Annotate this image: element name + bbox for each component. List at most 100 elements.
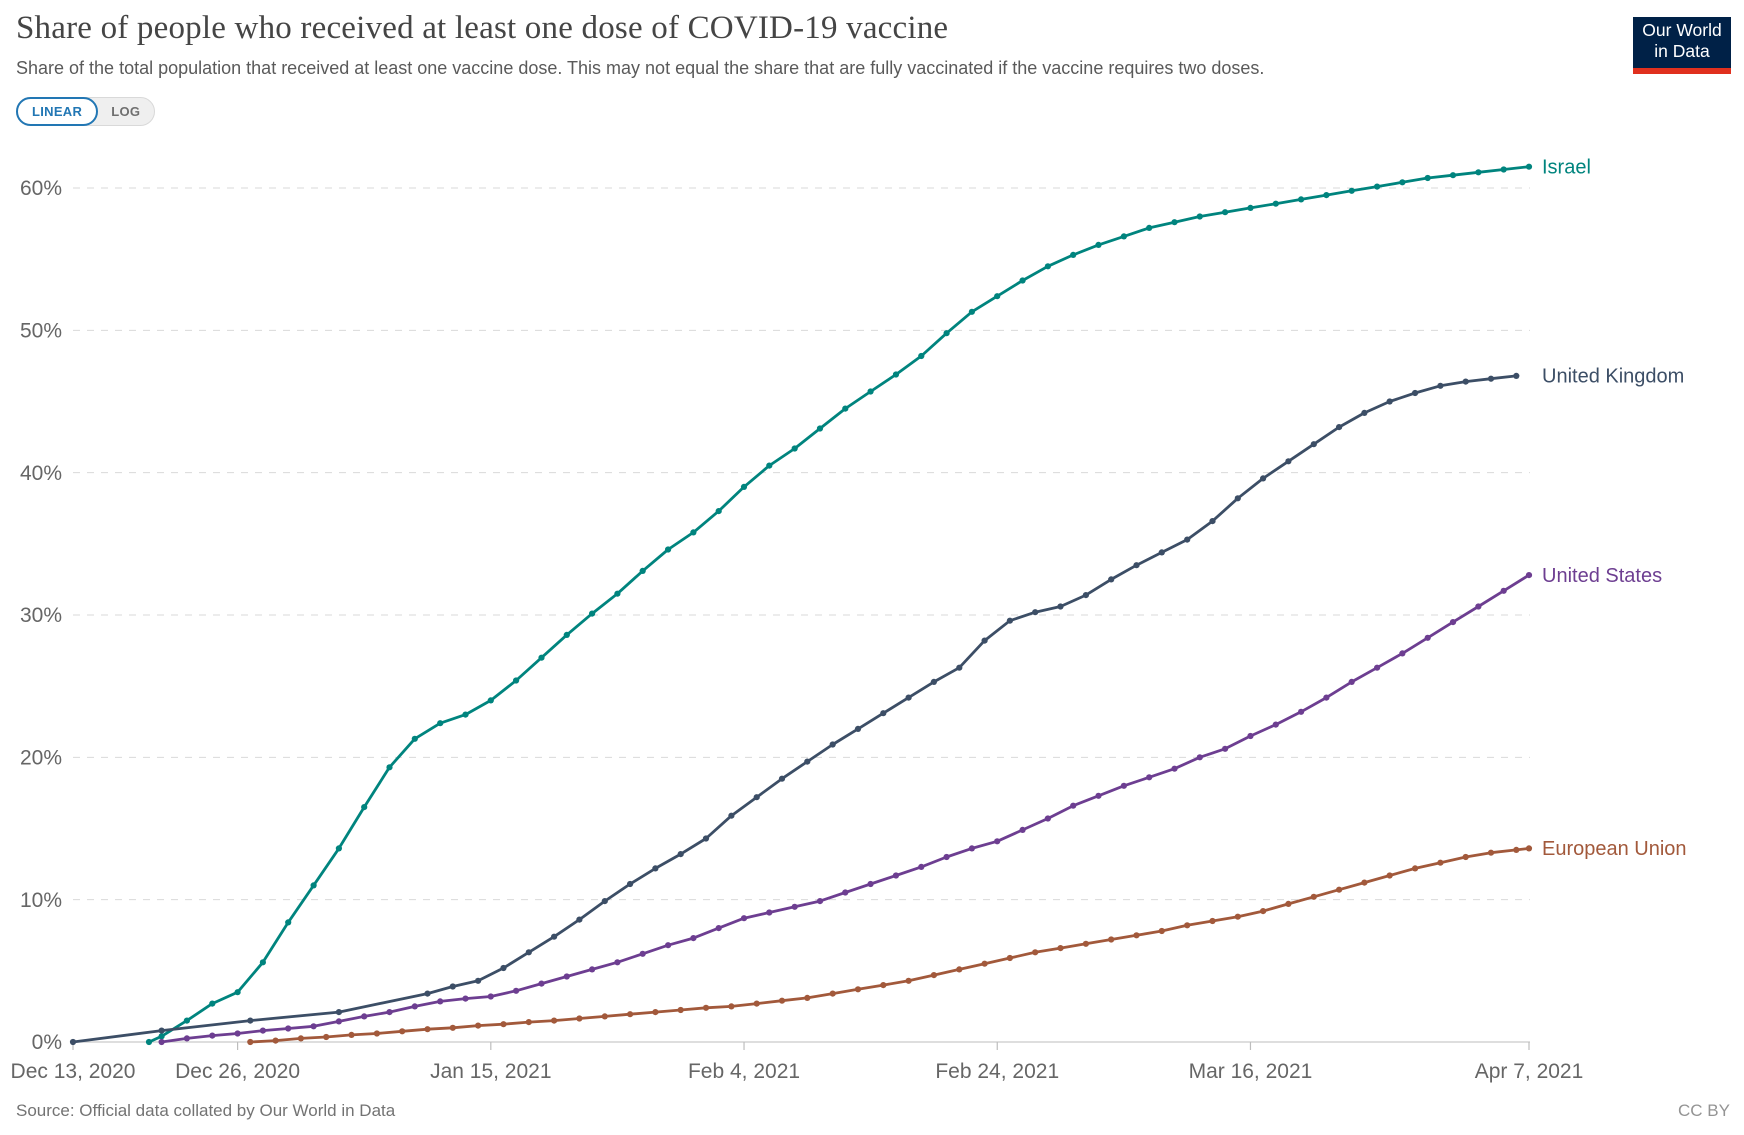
data-point-united-states — [259, 1027, 266, 1034]
data-point-european-union — [424, 1026, 431, 1033]
series-label-israel: Israel — [1542, 156, 1591, 178]
data-point-israel — [1500, 166, 1507, 173]
data-point-united-states — [791, 903, 798, 910]
data-point-united-states — [1120, 782, 1127, 789]
series-line-united-kingdom — [71, 374, 1518, 1044]
data-point-israel — [158, 1033, 165, 1040]
data-point-united-kingdom — [1310, 441, 1317, 448]
data-point-israel — [1196, 213, 1203, 220]
data-point-united-states — [1095, 792, 1102, 799]
data-point-european-union — [1209, 917, 1216, 925]
data-point-united-kingdom — [956, 664, 963, 671]
source-note: Source: Official data collated by Our Wo… — [16, 1101, 396, 1120]
data-point-israel — [183, 1017, 190, 1024]
series-label-united-states: United States — [1542, 565, 1662, 587]
data-point-israel — [1348, 187, 1355, 194]
data-point-united-kingdom — [854, 725, 862, 733]
y-axis-label: 20% — [20, 746, 62, 769]
data-point-united-states — [563, 973, 570, 980]
data-point-united-states — [209, 1032, 216, 1039]
x-axis-label: Feb 24, 2021 — [935, 1060, 1059, 1083]
data-point-united-states — [1449, 619, 1457, 626]
data-point-european-union — [1260, 908, 1267, 915]
data-point-european-union — [500, 1021, 507, 1028]
data-point-united-kingdom — [424, 990, 431, 997]
data-point-united-states — [1247, 732, 1254, 740]
data-point-israel — [513, 677, 520, 684]
owid-logo-line1: Our World — [1642, 20, 1722, 40]
license-link[interactable]: CC BY — [1678, 1101, 1730, 1120]
log-scale-button[interactable]: LOG — [97, 98, 154, 125]
linear-scale-button[interactable]: LINEAR — [16, 97, 99, 126]
data-point-united-states — [892, 872, 900, 879]
data-point-israel — [234, 989, 241, 996]
data-point-united-states — [487, 993, 494, 1000]
data-point-european-union — [905, 977, 912, 984]
data-point-united-states — [639, 950, 646, 957]
data-point-european-union — [981, 960, 988, 967]
data-point-united-states — [943, 853, 950, 861]
data-point-european-union — [1487, 849, 1495, 856]
data-point-israel — [665, 546, 672, 553]
data-point-israel — [1323, 192, 1330, 199]
data-point-israel — [538, 654, 545, 661]
data-point-united-kingdom — [475, 977, 482, 984]
x-axis-label: Apr 7, 2021 — [1475, 1060, 1584, 1083]
data-point-israel — [1525, 163, 1533, 170]
data-point-united-kingdom — [880, 710, 887, 717]
data-point-israel — [589, 610, 596, 617]
data-point-european-union — [1525, 845, 1533, 852]
data-point-european-union — [348, 1031, 355, 1038]
series-label-european-union: European Union — [1542, 838, 1687, 860]
x-axis-label: Feb 4, 2021 — [688, 1060, 800, 1083]
data-point-european-union — [449, 1024, 456, 1031]
owid-logo-line2: in Data — [1654, 41, 1710, 61]
data-point-european-union — [475, 1022, 482, 1029]
data-point-united-states — [538, 980, 545, 987]
data-point-israel — [487, 697, 494, 704]
owid-logo[interactable]: Our World in Data — [1633, 17, 1731, 74]
data-point-european-union — [778, 997, 786, 1004]
data-point-israel — [563, 631, 570, 638]
data-point-israel — [943, 330, 950, 337]
data-point-european-union — [601, 1013, 608, 1020]
data-point-united-kingdom — [601, 898, 608, 905]
data-point-european-union — [1462, 853, 1469, 861]
data-point-united-kingdom — [335, 1009, 342, 1016]
data-point-united-kingdom — [728, 812, 735, 819]
data-point-united-kingdom — [1412, 389, 1419, 397]
data-point-israel — [690, 529, 697, 536]
data-point-european-union — [1336, 886, 1343, 893]
data-point-united-states — [1044, 815, 1051, 822]
data-point-united-states — [665, 942, 672, 949]
data-point-united-states — [310, 1023, 317, 1030]
vaccination-line-chart: 0% 10% 20% 30% 40% 50% 60% Dec 13, 2020 Dec 26, … — [11, 156, 1687, 1083]
data-point-israel — [918, 352, 925, 360]
data-point-israel — [1374, 183, 1381, 190]
data-point-united-states — [513, 987, 520, 994]
data-point-united-states — [411, 1003, 418, 1010]
data-point-israel — [994, 293, 1001, 300]
data-point-european-union — [677, 1006, 684, 1014]
data-point-israel — [1475, 169, 1482, 176]
data-point-united-states — [234, 1030, 241, 1037]
data-point-united-kingdom — [1006, 617, 1014, 624]
data-point-israel — [1070, 251, 1077, 258]
data-point-european-union — [702, 1004, 710, 1011]
data-point-united-states — [1399, 650, 1406, 657]
data-point-european-union — [652, 1009, 659, 1016]
data-point-european-union — [1513, 846, 1520, 854]
x-axis-label: Jan 15, 2021 — [430, 1060, 551, 1083]
data-point-united-kingdom — [1108, 576, 1115, 583]
data-point-united-states — [1222, 745, 1229, 752]
data-point-united-kingdom — [1336, 424, 1343, 431]
data-point-united-states — [1019, 826, 1026, 834]
data-point-israel — [1298, 196, 1305, 203]
data-point-european-union — [1184, 922, 1191, 929]
data-point-united-states — [918, 863, 925, 871]
data-point-european-union — [854, 986, 862, 993]
data-point-israel — [1449, 172, 1457, 179]
data-point-israel — [1019, 277, 1026, 284]
page-title: Share of people who received at least on… — [16, 10, 949, 46]
y-axis-label: 30% — [20, 604, 62, 627]
